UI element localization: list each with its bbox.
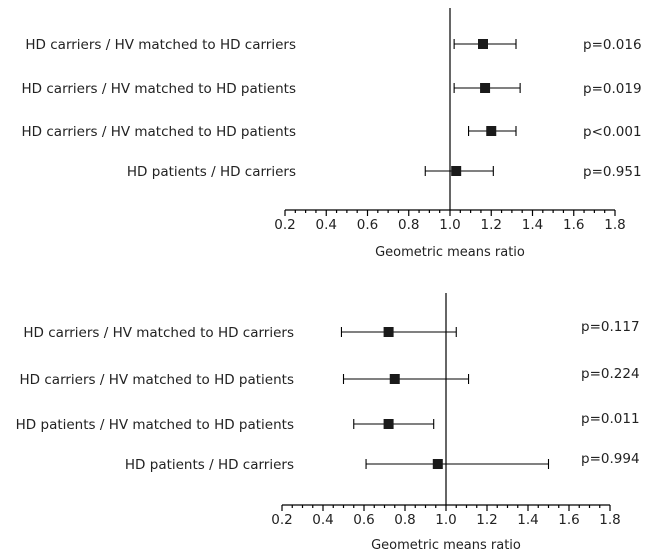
point-estimate-marker — [478, 39, 488, 49]
x-tick-label: 1.2 — [476, 512, 497, 528]
x-tick-label: 0.4 — [316, 217, 337, 233]
row-label: HD patients / HD carriers — [125, 457, 294, 473]
x-tick-label: 1.8 — [604, 217, 625, 233]
x-axis-label: Geometric means ratio — [371, 538, 521, 553]
x-tick-label: 0.6 — [357, 217, 378, 233]
x-tick-label: 1.0 — [439, 217, 460, 233]
x-tick-label: 0.4 — [312, 512, 333, 528]
p-value-label: p=0.951 — [583, 164, 642, 180]
point-estimate-marker — [383, 419, 394, 429]
x-tick-label: 1.4 — [517, 512, 538, 528]
x-tick-label: 1.6 — [558, 512, 579, 528]
x-tick-label: 1.2 — [481, 217, 502, 233]
point-estimate-marker — [486, 126, 497, 136]
x-tick-label: 1.8 — [599, 512, 620, 528]
row-label: HD patients / HD carriers — [127, 164, 296, 180]
x-tick-label: 0.2 — [271, 512, 292, 528]
x-tick-label: 1.4 — [522, 217, 543, 233]
x-tick-label: 0.8 — [398, 217, 419, 233]
p-value-label: p=0.011 — [581, 411, 640, 427]
forest-plot-top: 0.2 0.4 0.6 0.8 1.0 1.2 1.4 1.6 1.8 Geometric mea… — [22, 8, 642, 260]
p-value-label: p=0.994 — [581, 451, 640, 467]
row-label: HD patients / HV matched to HD patients — [16, 417, 294, 433]
p-value-label: p=0.016 — [583, 37, 642, 53]
x-tick-label: 0.8 — [394, 512, 415, 528]
row-label: HD carriers / HV matched to HD patients — [20, 372, 294, 388]
row-label: HD carriers / HV matched to HD patients — [22, 124, 296, 140]
row-label: HD carriers / HV matched to HD carriers — [23, 325, 294, 341]
p-value-label: p=0.224 — [581, 366, 640, 382]
p-value-label: p=0.117 — [581, 319, 640, 335]
p-value-label: p=0.019 — [583, 81, 642, 97]
x-tick-label: 0.2 — [274, 217, 295, 233]
p-value-label: p<0.001 — [583, 124, 642, 140]
point-estimate-marker — [389, 374, 400, 384]
point-estimate-marker — [451, 166, 462, 176]
row-label: HD carriers / HV matched to HD patients — [22, 81, 296, 97]
forest-plot-bottom: 0.2 0.4 0.6 0.8 1.0 1.2 1.4 1.6 1.8 Geometric mea… — [16, 293, 640, 553]
x-axis-label: Geometric means ratio — [375, 245, 525, 260]
point-estimate-marker — [432, 459, 443, 469]
x-tick-label: 1.0 — [435, 512, 456, 528]
point-estimate-marker — [480, 83, 491, 93]
x-tick-label: 1.6 — [563, 217, 584, 233]
x-tick-label: 0.6 — [353, 512, 374, 528]
row-label: HD carriers / HV matched to HD carriers — [25, 37, 296, 53]
point-estimate-marker — [383, 327, 394, 337]
